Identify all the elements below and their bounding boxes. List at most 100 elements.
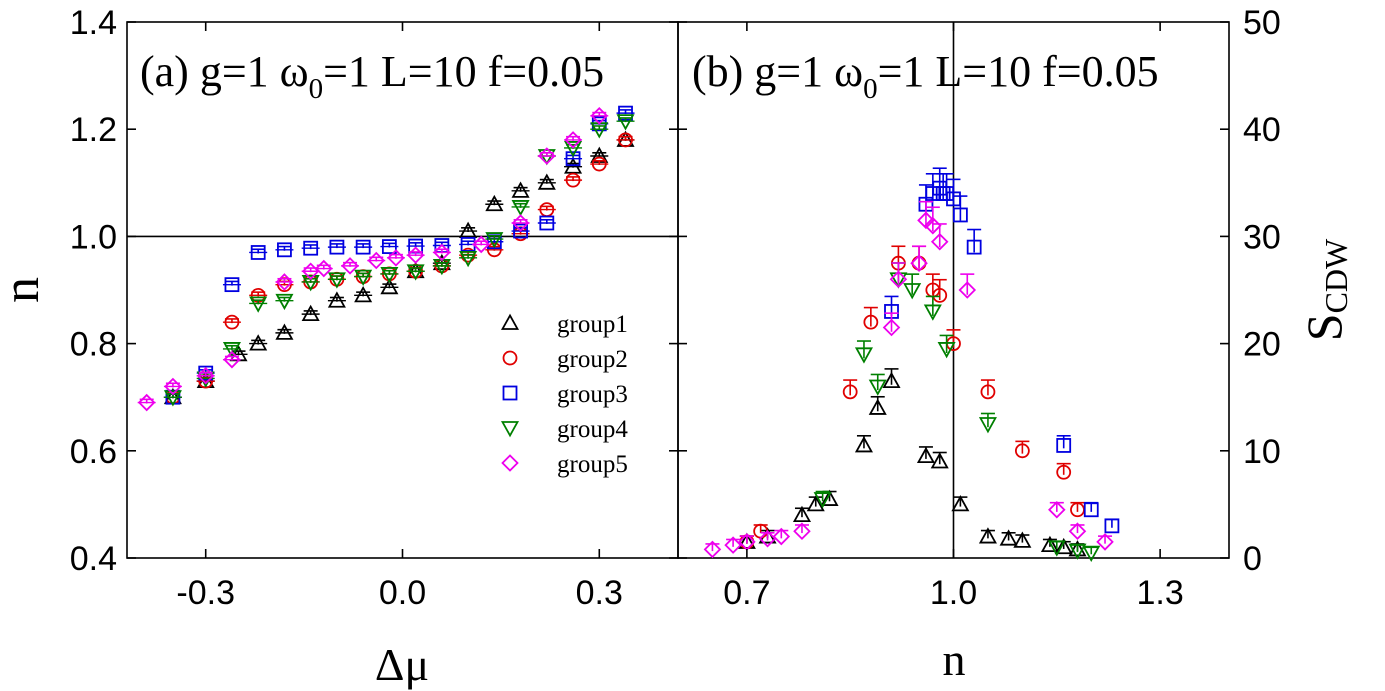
panel-b-ticks: 0.7 1.0 1.3 0 10 20 30 40 50 bbox=[678, 4, 1281, 612]
data-point bbox=[564, 131, 582, 149]
x-tick-label: 1.3 bbox=[1136, 574, 1183, 612]
legend-marker bbox=[500, 421, 520, 438]
data-point bbox=[758, 529, 777, 548]
data-point bbox=[564, 141, 583, 158]
y-tick-label: 20 bbox=[1243, 326, 1281, 364]
series-group4 bbox=[163, 114, 635, 407]
data-point bbox=[1056, 464, 1072, 480]
data-point bbox=[724, 536, 742, 554]
data-point bbox=[301, 304, 320, 322]
data-point bbox=[537, 173, 556, 190]
data-point bbox=[387, 249, 405, 267]
series-group3 bbox=[884, 167, 1120, 534]
data-point bbox=[367, 251, 386, 270]
data-point bbox=[842, 384, 858, 400]
data-point bbox=[341, 257, 359, 275]
legend: group1 group2 group3 group4 group5 bbox=[500, 311, 628, 478]
legend-label: group3 bbox=[557, 381, 628, 408]
legend-label: group4 bbox=[557, 416, 628, 443]
data-point bbox=[978, 417, 997, 434]
x-tick-label: 0.3 bbox=[576, 574, 623, 612]
data-point bbox=[882, 371, 901, 389]
data-point bbox=[616, 114, 635, 131]
legend-marker bbox=[500, 313, 520, 330]
data-point bbox=[868, 379, 887, 396]
data-point bbox=[472, 235, 490, 254]
data-point bbox=[590, 107, 609, 125]
data-point bbox=[820, 489, 839, 506]
data-point bbox=[793, 522, 811, 540]
data-point bbox=[485, 194, 504, 212]
data-point bbox=[381, 239, 397, 254]
data-point bbox=[1068, 522, 1087, 540]
data-point bbox=[951, 495, 970, 512]
data-point bbox=[930, 232, 949, 251]
data-point bbox=[486, 242, 502, 258]
data-point bbox=[164, 377, 182, 396]
x-tick-label: 0.0 bbox=[379, 574, 426, 612]
data-point bbox=[1096, 533, 1114, 551]
data-point bbox=[916, 446, 935, 464]
data-point bbox=[923, 304, 942, 321]
series-group1 bbox=[737, 368, 1087, 557]
panel-b-x-label: n bbox=[943, 634, 966, 685]
y-tick-label: 0.6 bbox=[70, 433, 117, 471]
data-point bbox=[406, 264, 425, 281]
data-point bbox=[772, 527, 791, 546]
data-point bbox=[196, 366, 215, 385]
data-point bbox=[917, 211, 935, 230]
y-tick-label: 1.2 bbox=[70, 111, 117, 149]
data-point bbox=[329, 239, 345, 255]
data-point bbox=[978, 527, 997, 544]
data-point bbox=[910, 254, 928, 272]
data-point bbox=[889, 270, 908, 289]
data-point bbox=[903, 283, 922, 300]
y-tick-label: 0.4 bbox=[70, 540, 117, 578]
data-point bbox=[223, 350, 241, 369]
x-tick-label: 1.0 bbox=[930, 574, 977, 612]
data-point bbox=[565, 151, 581, 167]
data-point bbox=[354, 269, 373, 286]
data-point bbox=[354, 286, 373, 303]
x-tick-label: 0.7 bbox=[723, 574, 770, 612]
data-point bbox=[303, 240, 319, 256]
panel-a-ticks: -0.3 0.0 0.3 0.4 0.6 0.8 1.0 1.2 1.4 bbox=[70, 4, 678, 612]
data-point bbox=[930, 452, 949, 469]
data-point bbox=[380, 277, 399, 295]
data-point bbox=[537, 149, 556, 166]
legend-marker bbox=[502, 350, 518, 366]
data-point bbox=[618, 132, 633, 148]
data-point bbox=[792, 505, 812, 523]
data-point bbox=[863, 314, 879, 330]
data-point bbox=[222, 342, 241, 359]
data-point bbox=[1082, 545, 1101, 562]
y-tick-label: 0.8 bbox=[70, 326, 117, 364]
data-point bbox=[1068, 540, 1087, 557]
data-point bbox=[224, 277, 240, 293]
y-tick-label: 1.0 bbox=[70, 218, 117, 256]
panel-b-title: (b) g=1 ω0=1 L=10 f=0.05 bbox=[692, 47, 1159, 105]
y-tick-label: 40 bbox=[1243, 111, 1281, 149]
data-point bbox=[277, 242, 292, 258]
data-point bbox=[275, 323, 294, 340]
data-point bbox=[1054, 537, 1073, 555]
data-point bbox=[433, 243, 451, 262]
legend-marker bbox=[502, 385, 518, 401]
data-point bbox=[1068, 543, 1087, 560]
data-point bbox=[966, 239, 982, 255]
data-point bbox=[1083, 502, 1099, 518]
series-group5 bbox=[137, 107, 609, 412]
data-point bbox=[813, 492, 832, 509]
data-point bbox=[137, 393, 156, 412]
data-point bbox=[275, 293, 294, 311]
data-point bbox=[1013, 531, 1032, 548]
data-point bbox=[327, 291, 346, 308]
data-point bbox=[250, 245, 266, 260]
data-point bbox=[459, 221, 478, 238]
data-point bbox=[406, 246, 425, 264]
data-point bbox=[980, 384, 996, 400]
data-point bbox=[999, 529, 1018, 546]
data-point bbox=[163, 390, 182, 407]
data-point bbox=[932, 287, 948, 303]
